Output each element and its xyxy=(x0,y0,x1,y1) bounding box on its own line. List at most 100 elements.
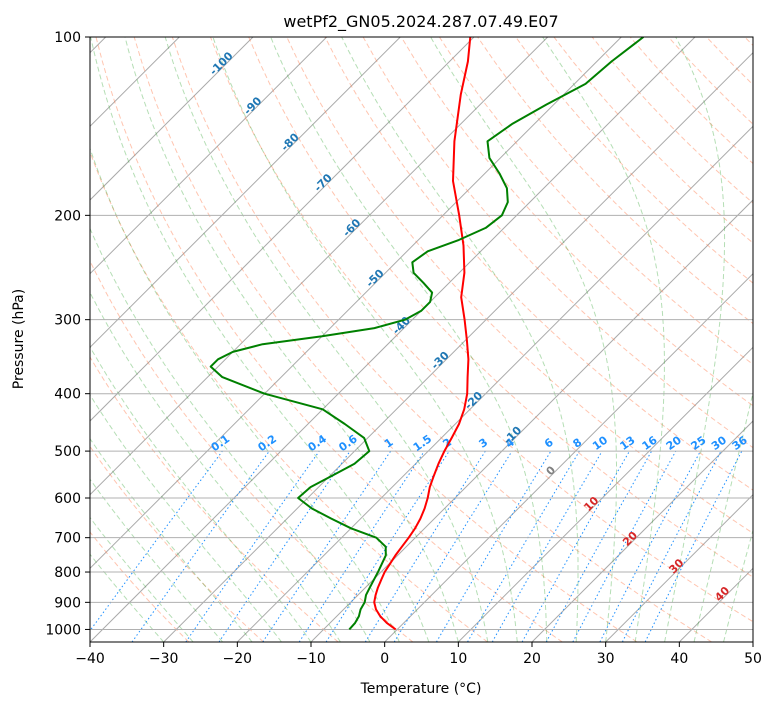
moist-adiabat xyxy=(90,516,194,642)
dry-adiabat xyxy=(706,37,753,86)
x-tick-label: 50 xyxy=(744,651,762,667)
dry-adiabat xyxy=(591,37,753,204)
mixing-ratio-line xyxy=(131,450,270,642)
dry-adiabat xyxy=(210,37,753,623)
dry-adiabat xyxy=(90,531,190,642)
moist-adiabat xyxy=(90,147,400,642)
dry-adiabat xyxy=(362,37,753,449)
x-tick-label: −40 xyxy=(75,651,105,667)
isotherm-line xyxy=(752,641,753,642)
dry-adiabats xyxy=(90,37,753,642)
moist-adiabat xyxy=(542,37,665,642)
moist-adiabat xyxy=(212,37,518,642)
y-tick-label: 400 xyxy=(54,387,81,403)
mixing-ratio-label: 25 xyxy=(689,434,709,453)
mixing-ratio-lines xyxy=(90,450,743,642)
y-tick-label: 1000 xyxy=(45,622,81,638)
mixing-ratio-line xyxy=(644,450,743,642)
isotherm-label: -80 xyxy=(279,130,302,153)
mixing-ratio-label: 16 xyxy=(640,433,660,453)
mixing-ratio-line xyxy=(521,450,630,642)
dry-adiabat xyxy=(248,37,753,578)
dry-adiabat xyxy=(171,37,712,642)
mixing-ratio-label: 30 xyxy=(709,433,729,453)
y-tick-label: 600 xyxy=(54,491,81,507)
profile-series xyxy=(209,37,645,631)
moist-adiabat xyxy=(124,37,459,642)
y-axis-title: Pressure (hPa) xyxy=(11,289,27,389)
mixing-ratio-label: 36 xyxy=(730,433,750,453)
mixing-ratio-line xyxy=(545,450,653,642)
mixing-ratio-label: 20 xyxy=(664,433,684,453)
x-tick-label: 10 xyxy=(449,651,467,667)
mixing-ratio-line xyxy=(218,450,351,642)
y-tick-label: 300 xyxy=(54,313,81,329)
y-tick-label: 900 xyxy=(54,595,81,611)
isotherm-line xyxy=(384,272,753,642)
mixing-ratio-line xyxy=(90,450,223,632)
isotherm-label: 10 xyxy=(581,494,601,514)
dry-adiabat xyxy=(477,37,753,325)
x-tick-label: 40 xyxy=(670,651,688,667)
dry-adiabat xyxy=(400,37,753,407)
dry-adiabat xyxy=(438,37,753,366)
isotherm-line xyxy=(457,346,753,642)
isotherm-line xyxy=(90,37,622,570)
isotherm-line xyxy=(678,567,753,642)
temperature-line xyxy=(373,37,472,631)
chart-title: wetPf2_GN05.2024.287.07.49.E07 xyxy=(283,12,558,32)
isotherm-label: -100 xyxy=(207,49,236,78)
y-axis: 100 200 300 400 500 600 700 800 900 1000 xyxy=(45,30,90,638)
dry-adiabat xyxy=(90,445,264,642)
isotherm-line xyxy=(531,420,753,642)
x-axis: −40 −30 −20 −10 0 10 20 30 40 50 xyxy=(75,642,762,667)
mixing-ratio-label: 3 xyxy=(477,436,491,451)
mixing-ratio-label: 1 xyxy=(382,436,396,451)
moist-adiabat xyxy=(341,37,579,642)
isotherm-line xyxy=(236,125,753,642)
y-tick-label: 500 xyxy=(54,444,81,460)
isotherm-line xyxy=(605,493,753,642)
mixing-ratio-label: 10 xyxy=(590,433,610,453)
moist-adiabat xyxy=(90,437,253,642)
mixing-ratio-line xyxy=(599,450,701,642)
mixing-ratio-line xyxy=(393,450,513,642)
isotherm-label: -30 xyxy=(429,349,452,372)
mixing-ratio-line xyxy=(467,450,580,642)
dry-adiabat xyxy=(90,356,339,642)
moist-adiabat xyxy=(90,394,282,642)
moist-adiabat xyxy=(90,345,312,642)
mixing-ratio-line xyxy=(262,450,392,642)
moist-adiabat xyxy=(90,291,341,642)
mixing-ratio-label: 8 xyxy=(571,436,585,451)
moist-adiabats xyxy=(90,37,753,642)
moist-adiabat xyxy=(430,37,617,642)
dry-adiabat xyxy=(90,150,488,642)
isotherm-line xyxy=(90,37,401,349)
dry-adiabat xyxy=(515,37,753,284)
y-tick-label: 800 xyxy=(54,565,81,581)
mixing-ratio-label: 6 xyxy=(542,436,556,451)
isotherm-label: -50 xyxy=(363,267,386,290)
moist-adiabat xyxy=(723,528,753,642)
mixing-ratio-label: 13 xyxy=(617,434,637,453)
y-tick-label: 200 xyxy=(54,208,81,224)
x-tick-label: 0 xyxy=(380,651,389,667)
mixing-ratio-line xyxy=(572,450,677,642)
isotherm-line xyxy=(90,37,475,422)
isotherm-label: 40 xyxy=(712,584,732,604)
moist-adiabat xyxy=(90,227,371,642)
dry-adiabat xyxy=(90,259,414,642)
moist-adiabat xyxy=(164,37,489,642)
isotherm-label: -60 xyxy=(340,216,363,239)
dry-adiabat xyxy=(668,37,753,125)
mixing-ratio-line xyxy=(185,450,320,642)
x-tick-label: −30 xyxy=(149,651,179,667)
pressure-gridlines xyxy=(90,37,753,630)
plot-frame xyxy=(89,36,754,643)
mixing-ratio-line xyxy=(325,450,450,642)
isotherm-line xyxy=(90,37,696,642)
dry-adiabat xyxy=(324,37,753,491)
x-tick-label: 30 xyxy=(597,651,615,667)
